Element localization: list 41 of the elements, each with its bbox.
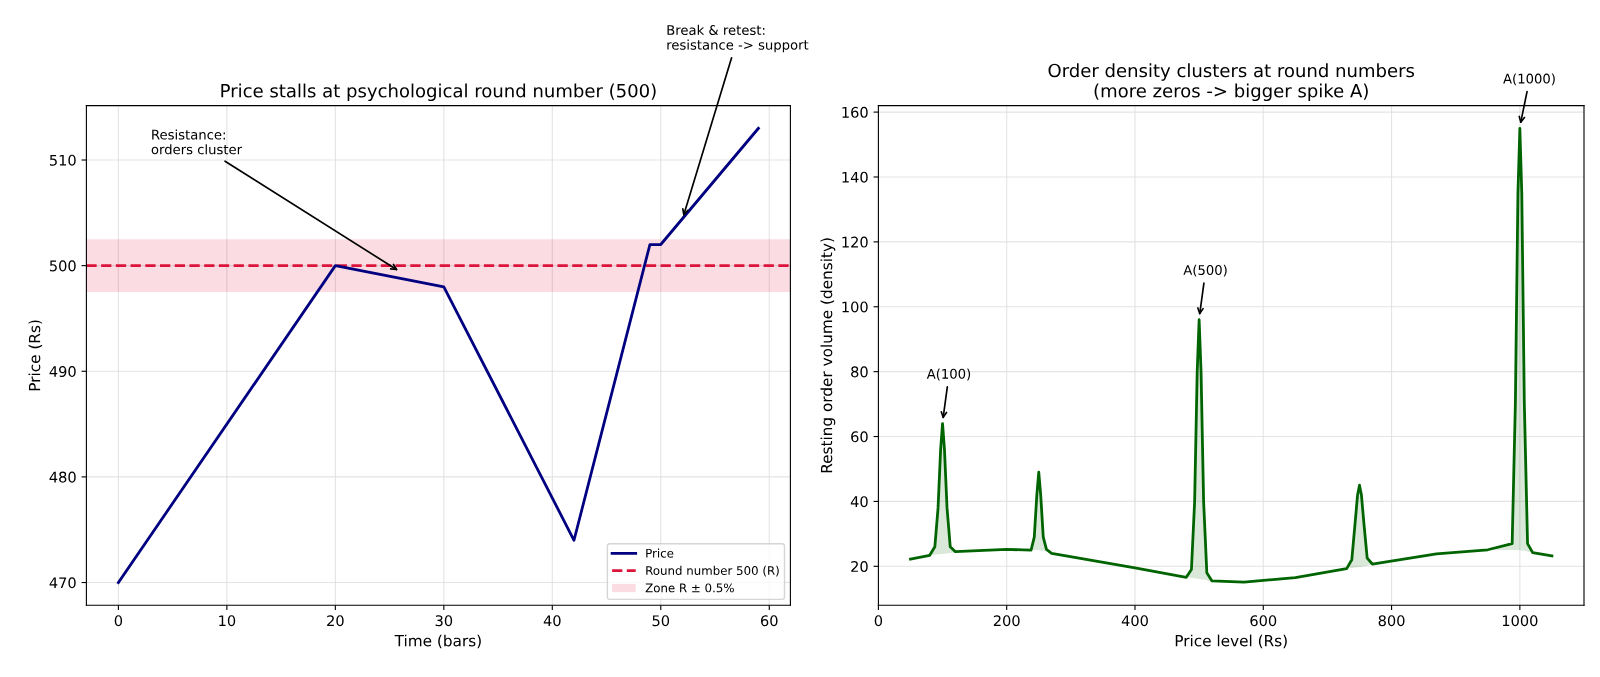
- chart-title: Price stalls at psychological round number (500): [221, 83, 656, 102]
- x-tick-label: 20: [327, 615, 344, 627]
- annotation: A(500): [1183, 264, 1227, 277]
- y-tick-label: 480: [49, 471, 76, 483]
- x-tick-label: 1000: [1502, 615, 1538, 627]
- y-tick-label: 470: [49, 577, 76, 589]
- legend-label: Zone R ± 0.5%: [645, 583, 734, 593]
- x-tick-label: 0: [114, 615, 123, 627]
- x-axis-title: Price level (Rs): [1175, 634, 1287, 649]
- y-tick-label: 500: [49, 260, 76, 272]
- x-tick-label: 40: [543, 615, 561, 627]
- x-tick-label: 800: [1378, 615, 1405, 627]
- y-tick-label: 490: [49, 365, 76, 378]
- chart-title: Order density clusters at round numbers (more zeros -> bigger spike A): [1048, 63, 1415, 102]
- x-tick-label: 60: [760, 615, 778, 627]
- x-axis-title: Time (bars): [394, 634, 481, 649]
- y-tick-label: 510: [49, 154, 76, 166]
- x-tick-label: 200: [993, 615, 1020, 627]
- y-tick-label: 160: [842, 106, 868, 118]
- y-tick-label: 120: [842, 236, 868, 248]
- line-series: [117, 126, 760, 584]
- x-tick-label: 10: [219, 615, 236, 627]
- legend-label: Round number 500 (R): [646, 565, 779, 577]
- y-tick-label: 140: [842, 171, 868, 183]
- x-tick-label: 50: [652, 615, 670, 627]
- x-tick-label: 400: [1121, 615, 1148, 627]
- annotation: Resistance: orders cluster: [151, 129, 243, 155]
- y-tick-label: 40: [850, 496, 868, 508]
- x-tick-label: 30: [435, 615, 453, 627]
- y-tick-label: 100: [842, 301, 868, 313]
- x-tick-label: 0: [874, 615, 883, 627]
- legend-label: Price: [646, 548, 674, 558]
- y-axis-title: Resting order volume (density): [820, 238, 836, 473]
- x-tick-label: 600: [1250, 615, 1277, 627]
- annotation: A(100): [926, 368, 971, 381]
- annotation: A(1000): [1503, 73, 1555, 86]
- y-axis-title: Price (Rs): [28, 320, 43, 391]
- annotation: Break & retest: resistance -> support: [667, 24, 809, 53]
- y-tick-label: 20: [851, 561, 868, 573]
- y-tick-label: 80: [851, 366, 868, 378]
- y-tick-label: 60: [851, 431, 868, 443]
